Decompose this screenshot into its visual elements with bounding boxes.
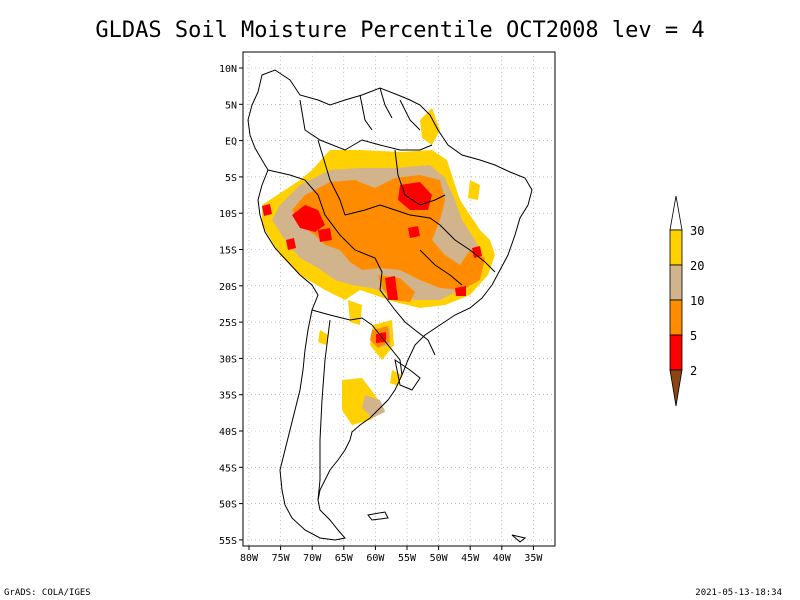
color-bar: 30 20 10 5 2 [669, 195, 704, 407]
lat-tick-label: 25S [219, 318, 237, 329]
lon-tick-label: 40W [493, 553, 512, 564]
legend-below2-triangle [669, 369, 683, 407]
soil-moisture-shading [262, 108, 495, 425]
footer-credit: GrADS: COLA/IGES [4, 588, 91, 598]
lon-tick-label: 55W [398, 553, 417, 564]
lon-tick-label: 80W [240, 553, 259, 564]
legend-band-5-10 [669, 299, 683, 336]
coastline [247, 69, 533, 543]
legend-label-20: 20 [690, 259, 704, 273]
lon-tick-label: 70W [303, 553, 322, 564]
map-title: GLDAS Soil Moisture Percentile OCT2008 l… [95, 18, 705, 43]
legend-band-2-5 [669, 334, 683, 371]
legend-label-2: 2 [690, 364, 697, 378]
lon-tick-label: 50W [430, 553, 449, 564]
lat-tick-label: 30S [219, 354, 237, 365]
legend-label-10: 10 [690, 294, 704, 308]
lat-tick-label: 20S [219, 282, 237, 293]
lat-tick-label: 45S [219, 463, 237, 474]
legend-above30-triangle [669, 195, 683, 231]
legend-band-20-30 [669, 229, 683, 266]
latitude-axis: 10N 5N EQ 5S 10S 15S 20S 25S 30S 35S 40S 45S 50S 55S [219, 64, 243, 547]
lon-tick-label: 75W [272, 553, 291, 564]
lat-tick-label: 10N [219, 64, 237, 75]
legend-label-30: 30 [690, 224, 704, 238]
lat-tick-label: 55S [219, 536, 237, 547]
lon-tick-label: 35W [524, 553, 543, 564]
longitude-axis: 80W 75W 70W 65W 60W 55W 50W 45W 40W 35W [240, 546, 543, 564]
lat-tick-label: 10S [219, 209, 237, 220]
lon-tick-label: 45W [461, 553, 480, 564]
lon-tick-label: 65W [335, 553, 354, 564]
lat-tick-label: 15S [219, 246, 237, 257]
legend-label-5: 5 [690, 329, 697, 343]
lat-tick-label: 50S [219, 500, 237, 511]
lat-tick-label: EQ [225, 137, 237, 148]
lat-tick-label: 5N [225, 100, 237, 111]
lat-tick-label: 40S [219, 427, 237, 438]
lat-tick-label: 5S [225, 173, 237, 184]
lat-tick-label: 35S [219, 391, 237, 402]
legend-band-10-20 [669, 264, 683, 301]
lon-tick-label: 60W [366, 553, 385, 564]
footer-timestamp: 2021-05-13-18:34 [695, 588, 782, 598]
shade-2-5 [262, 182, 482, 343]
